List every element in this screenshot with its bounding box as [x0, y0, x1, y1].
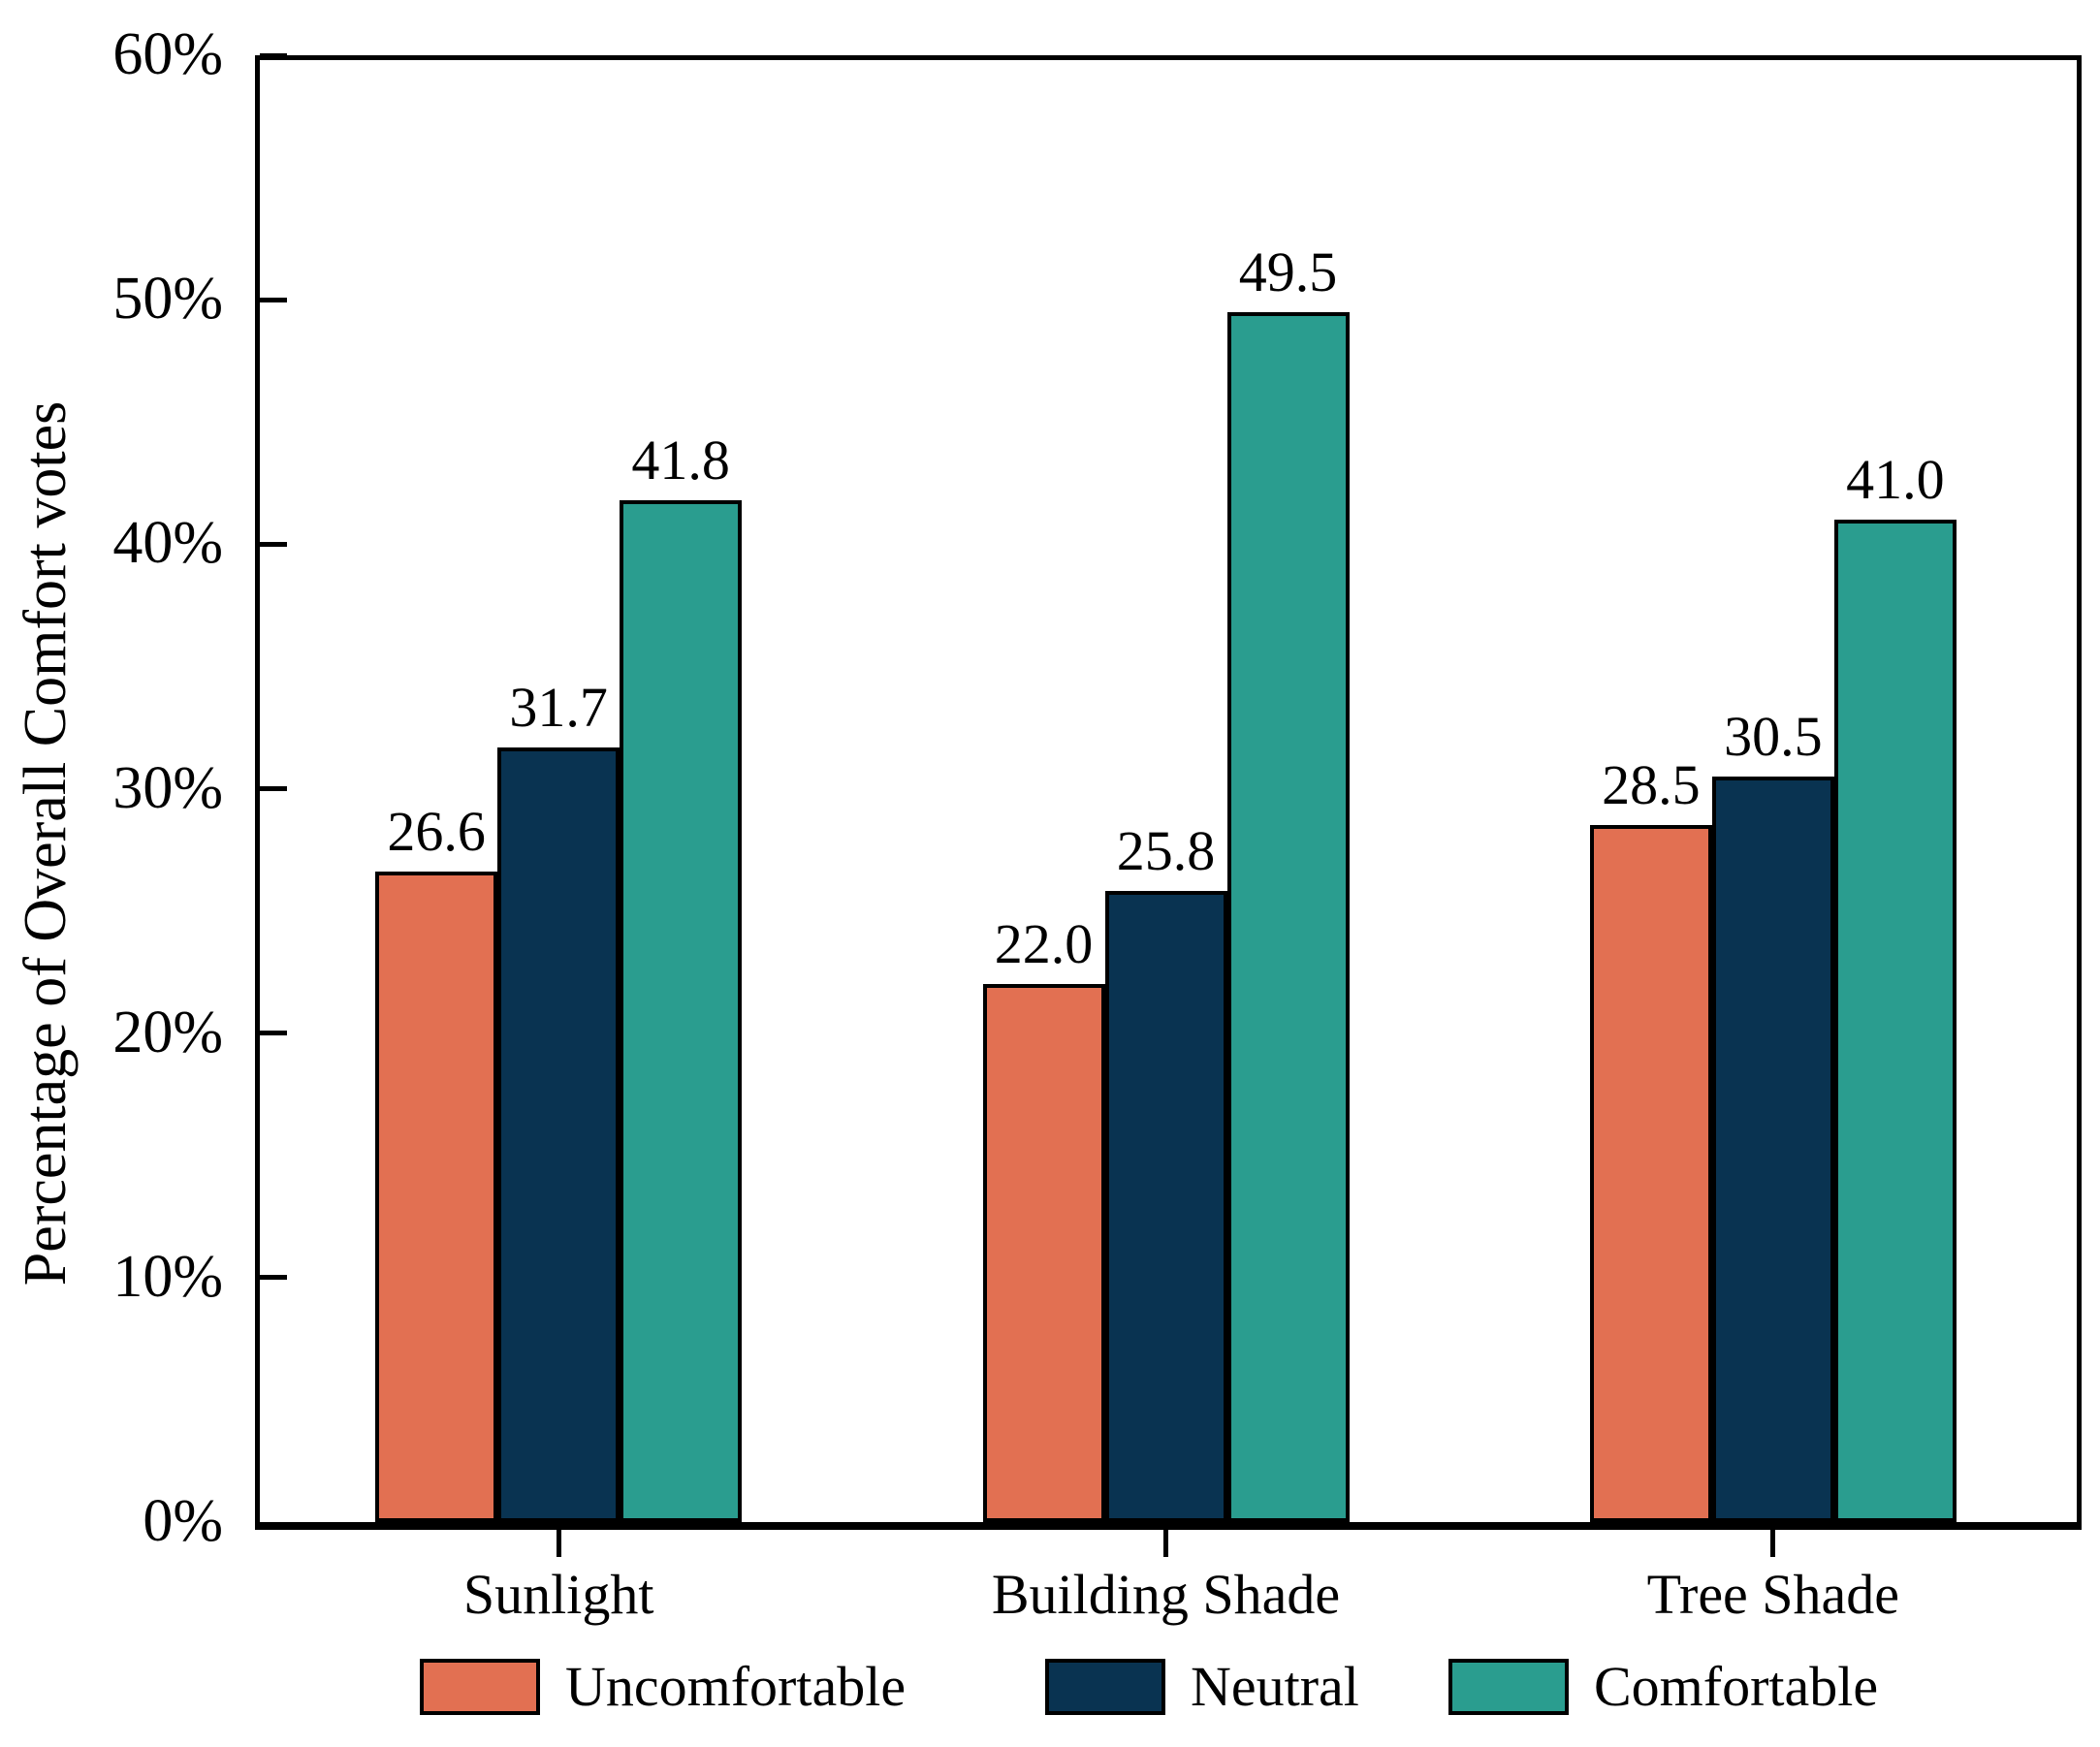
- bar-value-label: 28.5: [1602, 753, 1701, 817]
- bar-uncomfortable-building-shade: [982, 984, 1105, 1522]
- y-tick-mark: [260, 786, 287, 791]
- legend-swatch-comfortable: [1448, 1659, 1569, 1715]
- bar-value-label: 26.6: [387, 800, 486, 864]
- bar-value-label: 22.0: [994, 912, 1094, 976]
- bar-neutral-tree-shade: [1711, 776, 1834, 1522]
- bar-value-label: 31.7: [509, 675, 608, 739]
- bar-value-label: 30.5: [1724, 704, 1823, 768]
- x-category-label: Tree Shade: [1646, 1563, 1900, 1626]
- y-tick-label: 50%: [112, 265, 223, 332]
- bar-value-label: 41.8: [631, 428, 730, 492]
- legend-label: Neutral: [1191, 1655, 1359, 1718]
- bar-value-label: 25.8: [1116, 819, 1216, 883]
- bar-neutral-sunlight: [497, 746, 620, 1522]
- bar-neutral-building-shade: [1104, 891, 1227, 1522]
- bar-value-label: 41.0: [1846, 448, 1945, 512]
- bar-comfortable-tree-shade: [1833, 520, 1957, 1522]
- legend-item-comfortable: Comfortable: [1448, 1656, 1878, 1718]
- x-category-label: Building Shade: [991, 1563, 1341, 1626]
- bar-comfortable-sunlight: [620, 499, 743, 1522]
- bar-comfortable-building-shade: [1226, 311, 1350, 1522]
- legend-swatch-neutral: [1045, 1659, 1165, 1715]
- y-tick-label: 20%: [112, 999, 223, 1065]
- y-tick-label: 10%: [112, 1243, 223, 1310]
- plot-area: [255, 55, 2082, 1530]
- y-tick-label: 40%: [112, 510, 223, 577]
- y-tick-mark: [260, 297, 287, 302]
- legend-item-uncomfortable: Uncomfortable: [420, 1656, 906, 1718]
- y-tick-label: 30%: [112, 754, 223, 821]
- bar-uncomfortable-tree-shade: [1589, 825, 1712, 1522]
- legend-label: Uncomfortable: [565, 1655, 907, 1718]
- legend-label: Comfortable: [1594, 1655, 1879, 1718]
- bar-uncomfortable-sunlight: [375, 872, 498, 1522]
- x-category-label: Sunlight: [462, 1563, 654, 1626]
- y-tick-label: 60%: [112, 20, 223, 87]
- legend-swatch-uncomfortable: [420, 1659, 540, 1715]
- x-tick-mark: [1770, 1530, 1776, 1557]
- legend-item-neutral: Neutral: [1045, 1656, 1359, 1718]
- bar-value-label: 49.5: [1238, 239, 1338, 303]
- y-tick-mark: [260, 52, 287, 58]
- x-tick-mark: [1163, 1530, 1168, 1557]
- y-tick-label: 0%: [143, 1487, 223, 1554]
- y-tick-mark: [260, 541, 287, 547]
- x-tick-mark: [556, 1530, 561, 1557]
- y-tick-mark: [260, 1275, 287, 1281]
- y-tick-mark: [260, 1031, 287, 1036]
